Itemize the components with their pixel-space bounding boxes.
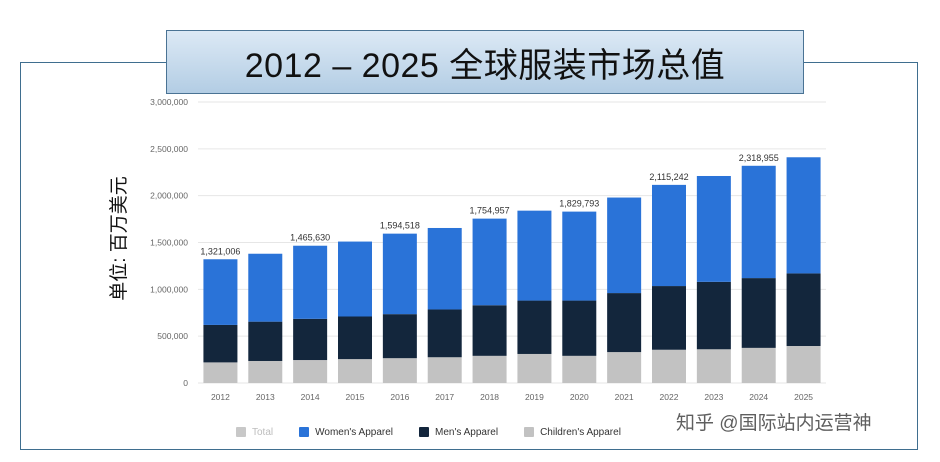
x-tick-label: 2016: [390, 392, 409, 402]
x-tick-label: 2023: [704, 392, 723, 402]
bar-segment-men-2016[interactable]: [382, 314, 417, 359]
x-tick-label: 2025: [794, 392, 813, 402]
y-tick-labels: 0 500,000 1,000,000 1,500,000 2,000,000 2,500…: [150, 97, 188, 388]
bar-segment-children-2012[interactable]: [203, 362, 238, 383]
bar-segment-men-2021[interactable]: [607, 293, 642, 353]
legend: Total Women's Apparel Men's Apparel Chil…: [236, 424, 647, 440]
bar-segment-men-2015[interactable]: [338, 316, 372, 360]
bar-segment-children-2017[interactable]: [427, 357, 462, 383]
bar-segment-men-2013[interactable]: [248, 321, 283, 361]
bar-segment-women-2024[interactable]: [741, 165, 776, 279]
y-axis-label-wrap: 单位: 百万美元: [102, 158, 132, 318]
data-labels: 1,321,006 1,465,630 1,594,518 1,754,957 1,82…: [200, 153, 778, 256]
bar-segment-men-2023[interactable]: [696, 281, 731, 350]
legend-swatch-total: [236, 427, 246, 437]
y-tick-label: 3,000,000: [150, 97, 188, 107]
bar-segment-women-2020[interactable]: [562, 211, 597, 301]
y-axis-label: 单位: 百万美元: [108, 175, 130, 301]
data-label-2012: 1,321,006: [200, 246, 240, 256]
legend-item-women[interactable]: Women's Apparel: [299, 427, 393, 438]
bar-segment-women-2021[interactable]: [607, 197, 642, 294]
y-tick-label: 2,500,000: [150, 144, 188, 154]
bar-segment-men-2020[interactable]: [562, 300, 597, 356]
bar-segment-men-2025[interactable]: [786, 273, 821, 347]
bar-segment-women-2012[interactable]: [203, 259, 238, 325]
bar-segment-men-2019[interactable]: [517, 300, 552, 354]
x-tick-label: 2024: [749, 392, 768, 402]
bar-segment-children-2021[interactable]: [607, 352, 642, 383]
bar-segment-children-2020[interactable]: [562, 355, 597, 383]
x-tick-labels: 2012 2013 2014 2015 2016 2017 2018 2019 2020 2021…: [211, 392, 813, 402]
x-tick-label: 2015: [346, 392, 365, 402]
legend-label-children: Children's Apparel: [540, 426, 621, 438]
bar-segment-women-2018[interactable]: [472, 218, 507, 306]
bar-segment-children-2018[interactable]: [472, 355, 507, 383]
legend-swatch-men: [419, 427, 430, 437]
bar-segment-children-2013[interactable]: [248, 360, 283, 383]
data-label-2020: 1,829,793: [559, 199, 599, 209]
bar-segment-men-2018[interactable]: [472, 305, 507, 356]
data-label-2022: 2,115,242: [649, 172, 688, 182]
legend-item-children[interactable]: Children's Apparel: [524, 427, 621, 438]
legend-label-women: Women's Apparel: [315, 426, 394, 438]
chart-title: 2012 – 2025 全球服装市场总值: [166, 30, 804, 94]
legend-item-total[interactable]: Total: [236, 427, 273, 438]
bar-segment-women-2019[interactable]: [517, 210, 552, 301]
x-tick-label: 2020: [570, 392, 589, 402]
bar-segment-children-2015[interactable]: [338, 359, 372, 383]
bar-segment-children-2024[interactable]: [741, 347, 776, 383]
y-tick-label: 1,000,000: [150, 284, 188, 294]
legend-swatch-women: [299, 427, 310, 437]
x-tick-label: 2021: [615, 392, 634, 402]
y-tick-label: 1,500,000: [150, 238, 188, 248]
bar-segment-women-2017[interactable]: [427, 227, 462, 310]
bar-segment-children-2016[interactable]: [382, 358, 417, 383]
bar-segment-men-2012[interactable]: [203, 324, 238, 363]
bars: [203, 157, 821, 383]
bar-segment-women-2014[interactable]: [293, 245, 328, 319]
bar-segment-men-2017[interactable]: [427, 309, 462, 358]
legend-label-men: Men's Apparel: [435, 426, 499, 438]
legend-item-men[interactable]: Men's Apparel: [419, 427, 498, 438]
x-tick-label: 2013: [256, 392, 275, 402]
bar-segment-men-2022[interactable]: [652, 286, 686, 350]
bar-segment-men-2014[interactable]: [293, 318, 328, 361]
data-label-2016: 1,594,518: [380, 221, 420, 231]
x-tick-label: 2014: [301, 392, 320, 402]
y-tick-label: 500,000: [157, 331, 188, 341]
legend-label-total: Total: [252, 426, 274, 438]
data-label-2018: 1,754,957: [470, 206, 510, 216]
bar-segment-children-2023[interactable]: [696, 349, 731, 383]
watermark: 知乎 @国际站内运营神: [676, 413, 872, 434]
bar-segment-women-2013[interactable]: [248, 253, 283, 322]
x-tick-label: 2012: [211, 392, 230, 402]
data-label-2014: 1,465,630: [290, 233, 330, 243]
y-tick-label: 0: [183, 378, 188, 388]
bar-segment-children-2022[interactable]: [652, 349, 686, 383]
x-tick-label: 2022: [660, 392, 679, 402]
data-label-2024: 2,318,955: [739, 153, 779, 163]
bar-segment-women-2015[interactable]: [338, 241, 372, 317]
y-tick-label: 2,000,000: [150, 191, 188, 201]
bar-segment-children-2025[interactable]: [786, 346, 821, 383]
x-tick-label: 2018: [480, 392, 499, 402]
legend-swatch-children: [524, 427, 535, 437]
bar-segment-women-2022[interactable]: [652, 184, 686, 287]
bar-segment-women-2016[interactable]: [382, 233, 417, 315]
x-tick-label: 2019: [525, 392, 544, 402]
x-tick-label: 2017: [435, 392, 454, 402]
bar-segment-men-2024[interactable]: [741, 278, 776, 348]
bar-segment-children-2019[interactable]: [517, 353, 552, 383]
bar-segment-children-2014[interactable]: [293, 360, 328, 383]
bar-segment-women-2023[interactable]: [696, 175, 731, 282]
bar-segment-women-2025[interactable]: [786, 157, 821, 274]
